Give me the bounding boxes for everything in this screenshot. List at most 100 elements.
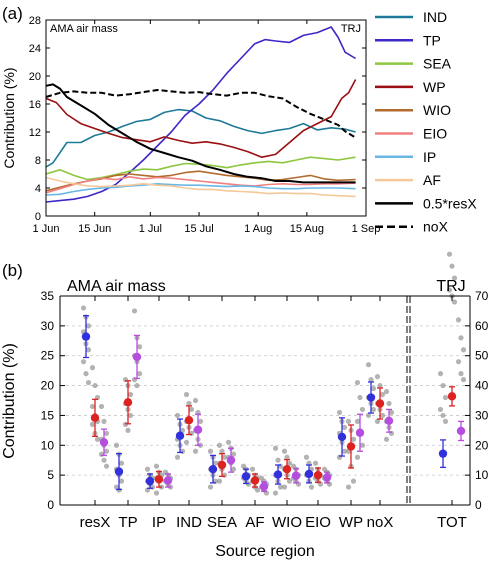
member-point bbox=[89, 403, 96, 410]
panel-a-y-axis-label: Contribution (%) bbox=[1, 67, 17, 168]
member-point bbox=[174, 412, 181, 419]
mean-point bbox=[304, 469, 314, 479]
mean-point bbox=[90, 413, 100, 423]
mean-point bbox=[355, 428, 365, 437]
member-point bbox=[359, 442, 366, 448]
panel-b-means bbox=[81, 315, 466, 492]
panel-a-y-tick-label: 16 bbox=[29, 99, 41, 111]
member-point bbox=[308, 484, 315, 490]
mean-point bbox=[184, 416, 194, 425]
panel-b-y-tick-label-right: 50 bbox=[475, 349, 489, 363]
panel-a: (a) AMA air mass TRJ 0 4 8 12 16 20 24 28 1 Jun… bbox=[1, 4, 477, 235]
member-point bbox=[446, 287, 453, 293]
member-point bbox=[370, 385, 377, 392]
panel-b-y-tick-label-right: 0 bbox=[475, 498, 482, 512]
member-point bbox=[357, 394, 363, 401]
member-point bbox=[98, 403, 105, 410]
member-point bbox=[85, 347, 92, 353]
member-point bbox=[277, 484, 284, 490]
member-point bbox=[221, 454, 228, 460]
member-point bbox=[103, 430, 110, 436]
mean-point bbox=[145, 476, 155, 486]
legend-label: IND bbox=[423, 9, 447, 25]
panel-b-x-tick-label: WP bbox=[339, 514, 363, 531]
member-point bbox=[174, 454, 181, 460]
member-point bbox=[83, 371, 89, 377]
mean-point bbox=[132, 352, 142, 362]
mean-point bbox=[447, 392, 457, 401]
member-point bbox=[437, 371, 444, 377]
member-point bbox=[212, 460, 219, 466]
member-point bbox=[442, 418, 449, 424]
panel-a-x-tick-label: 1 Sep bbox=[352, 223, 381, 235]
mean-point bbox=[456, 426, 466, 436]
panel-a-x-tick-label: 15 Aug bbox=[290, 223, 324, 235]
member-point bbox=[103, 463, 110, 469]
mean-point bbox=[375, 399, 385, 408]
panel-a-legend: IND TP SEA WP WIO EIO IP AF 0.5*resX noX bbox=[375, 9, 477, 235]
member-point bbox=[216, 478, 223, 484]
member-point bbox=[440, 382, 446, 389]
member-point bbox=[103, 448, 110, 454]
panel-b-y-tick-label: 0 bbox=[47, 498, 54, 512]
member-point bbox=[458, 371, 464, 377]
panel-b-label: (b) bbox=[2, 261, 23, 280]
member-point bbox=[374, 374, 381, 380]
member-point bbox=[153, 463, 160, 469]
member-point bbox=[136, 371, 143, 377]
mean-point bbox=[99, 438, 109, 447]
panel-b-x-tick-label: noX bbox=[367, 514, 394, 531]
member-point bbox=[89, 421, 96, 427]
mean-point bbox=[273, 470, 283, 479]
panel-b-y-axis-right: 0 10 20 30 40 50 60 70 bbox=[465, 289, 489, 512]
member-point bbox=[374, 418, 381, 424]
mean-point bbox=[123, 398, 133, 407]
mean-point bbox=[291, 471, 301, 480]
member-point bbox=[192, 448, 199, 454]
panel-b-y-tick-label-right: 10 bbox=[475, 468, 489, 482]
panel-b-x-tick-label: EIO bbox=[305, 514, 331, 531]
mean-point bbox=[163, 476, 173, 485]
member-point bbox=[275, 457, 281, 463]
mean-point bbox=[175, 431, 185, 440]
panel-a-y-tick-label: 24 bbox=[29, 43, 41, 55]
member-point bbox=[230, 466, 237, 472]
panel-b-y-tick-label-right: 20 bbox=[475, 438, 489, 452]
member-point bbox=[341, 448, 348, 454]
panel-a-series-nox bbox=[45, 89, 357, 139]
member-point bbox=[197, 418, 204, 424]
mean-point bbox=[282, 464, 292, 474]
panel-b-header-left: AMA air mass bbox=[67, 278, 166, 295]
member-point bbox=[179, 427, 186, 433]
member-point bbox=[281, 484, 288, 490]
member-point bbox=[188, 406, 195, 413]
member-point bbox=[455, 317, 462, 323]
mean-point bbox=[250, 476, 260, 485]
panel-a-y-tick-label: 20 bbox=[29, 71, 41, 83]
mean-point bbox=[313, 470, 323, 480]
panel-b-y-tick-label-right: 40 bbox=[475, 379, 489, 393]
member-point bbox=[183, 391, 190, 398]
legend-label: WP bbox=[423, 79, 446, 95]
mean-point bbox=[226, 456, 236, 465]
panel-a-y-tick-label: 4 bbox=[35, 183, 41, 195]
member-point bbox=[379, 412, 386, 419]
member-point bbox=[127, 391, 134, 398]
member-point bbox=[377, 382, 383, 389]
member-point bbox=[460, 347, 467, 353]
panel-b-x-tick-label: TP bbox=[118, 514, 137, 531]
mean-point bbox=[346, 442, 356, 451]
panel-b-x-axis-label: Source region bbox=[215, 543, 315, 560]
member-point bbox=[113, 442, 120, 448]
member-point bbox=[437, 406, 444, 413]
member-point bbox=[153, 490, 160, 496]
member-point bbox=[354, 418, 361, 424]
panel-a-x-tick-label: 15 Jul bbox=[184, 223, 213, 235]
member-point bbox=[446, 251, 453, 257]
panel-a-x-tick-label: 1 Aug bbox=[244, 223, 272, 235]
panel-a-header-left: AMA air mass bbox=[50, 23, 118, 35]
panel-b-x-tick-label: AF bbox=[245, 514, 264, 531]
legend-label: IP bbox=[423, 149, 436, 165]
member-point bbox=[449, 263, 455, 269]
